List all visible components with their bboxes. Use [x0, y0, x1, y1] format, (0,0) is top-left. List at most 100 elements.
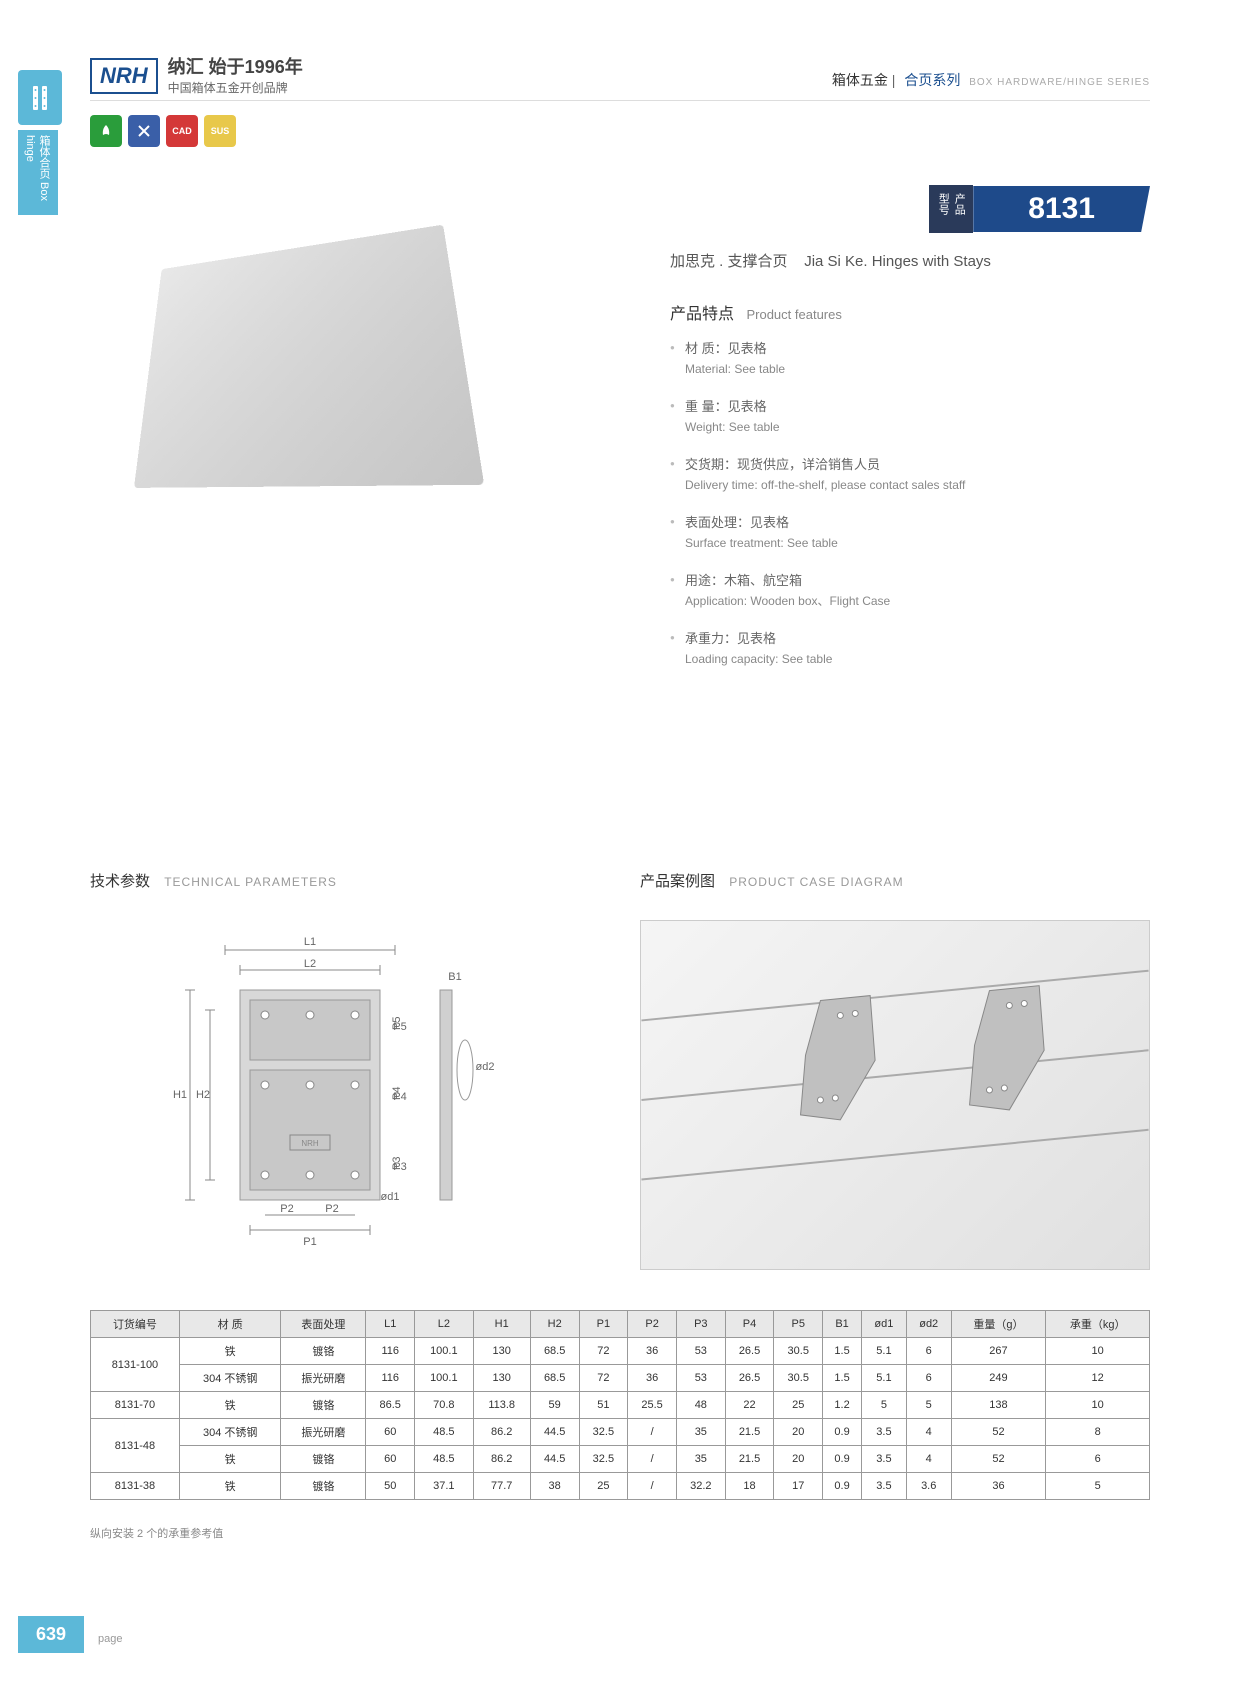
svg-text:NRH: NRH — [301, 1139, 319, 1148]
svg-text:P5: P5 — [391, 1017, 403, 1030]
table-cell: 138 — [951, 1392, 1046, 1419]
table-cell: 4 — [906, 1446, 951, 1473]
table-header: P1 — [579, 1311, 628, 1338]
table-cell: 1.5 — [823, 1338, 862, 1365]
table-cell: 20 — [774, 1419, 823, 1446]
divider — [90, 100, 1150, 101]
table-cell: 130 — [473, 1365, 530, 1392]
table-cell: 249 — [951, 1365, 1046, 1392]
table-cell: 26.5 — [725, 1365, 774, 1392]
table-cell: 0.9 — [823, 1446, 862, 1473]
table-cell: 振光研磨 — [281, 1365, 366, 1392]
subtitle-cn: 加思克 . 支撑合页 — [670, 253, 788, 270]
table-cell: 77.7 — [473, 1473, 530, 1500]
table-header: L2 — [415, 1311, 474, 1338]
svg-text:P4: P4 — [391, 1087, 403, 1100]
feature-icons: CAD SUS — [90, 115, 236, 147]
table-cell: 5 — [862, 1392, 907, 1419]
table-cell: 53 — [676, 1338, 725, 1365]
table-cell: 8 — [1046, 1419, 1150, 1446]
table-cell: 44.5 — [530, 1419, 579, 1446]
svg-text:P2: P2 — [325, 1203, 338, 1215]
table-cell: 铁 — [179, 1392, 281, 1419]
tech-params-title: 技术参数 TECHNICAL PARAMETERS — [90, 870, 337, 891]
table-cell: 70.8 — [415, 1392, 474, 1419]
svg-text:L1: L1 — [304, 936, 316, 948]
table-cell: 52 — [951, 1419, 1046, 1446]
table-cell: 304 不锈钢 — [179, 1419, 281, 1446]
table-cell: 48.5 — [415, 1446, 474, 1473]
svg-text:P1: P1 — [303, 1236, 316, 1248]
table-cell: 5.1 — [862, 1365, 907, 1392]
side-tab-icon — [18, 70, 62, 125]
header: NRH 纳汇 始于1996年 中国箱体五金开创品牌 — [90, 55, 303, 97]
table-cell: 86.2 — [473, 1419, 530, 1446]
table-cell: 38 — [530, 1473, 579, 1500]
svg-text:P3: P3 — [391, 1157, 403, 1170]
brand-text: 纳汇 始于1996年 中国箱体五金开创品牌 — [168, 55, 303, 97]
table-cell: 10 — [1046, 1338, 1150, 1365]
table-cell: 镀铬 — [281, 1473, 366, 1500]
table-note: 纵向安装 2 个的承重参考值 — [90, 1525, 223, 1541]
icon-tool — [128, 115, 160, 147]
table-row: 304 不锈钢振光研磨116100.113068.572365326.530.5… — [91, 1365, 1150, 1392]
table-cell: 51 — [579, 1392, 628, 1419]
case-diagram-title: 产品案例图 PRODUCT CASE DIAGRAM — [640, 870, 904, 891]
table-cell: 1.5 — [823, 1365, 862, 1392]
table-cell: 5 — [906, 1392, 951, 1419]
table-cell: 20 — [774, 1446, 823, 1473]
brand-line2: 中国箱体五金开创品牌 — [168, 80, 303, 97]
table-cell: 25.5 — [628, 1392, 677, 1419]
table-header: ød1 — [862, 1311, 907, 1338]
table-cell: 5 — [1046, 1473, 1150, 1500]
feature-item: 表面处理：见表格Surface treatment: See table — [670, 513, 1150, 553]
table-cell: 5.1 — [862, 1338, 907, 1365]
logo: NRH — [90, 58, 158, 94]
table-cell: 116 — [366, 1338, 415, 1365]
table-cell: 36 — [628, 1365, 677, 1392]
table-cell: 100.1 — [415, 1365, 474, 1392]
table-cell: 36 — [628, 1338, 677, 1365]
table-cell: 25 — [774, 1392, 823, 1419]
side-tab-label: 箱体合页 Box hinge — [18, 130, 58, 215]
model-label: 产品型号 — [929, 185, 973, 233]
table-cell: 3.6 — [906, 1473, 951, 1500]
table-cell: / — [628, 1473, 677, 1500]
table-row: 8131-38铁镀铬5037.177.73825/32.218170.93.53… — [91, 1473, 1150, 1500]
case-diagram — [640, 920, 1150, 1270]
table-cell: 68.5 — [530, 1338, 579, 1365]
table-cell: / — [628, 1446, 677, 1473]
subtitle-en: Jia Si Ke. Hinges with Stays — [804, 253, 991, 270]
table-cell: 镀铬 — [281, 1338, 366, 1365]
table-cell: 32.5 — [579, 1446, 628, 1473]
table-cell: 60 — [366, 1419, 415, 1446]
table-cell: 100.1 — [415, 1338, 474, 1365]
table-cell: 53 — [676, 1365, 725, 1392]
feature-item: 承重力：见表格Loading capacity: See table — [670, 629, 1150, 669]
cat-2: 合页系列 — [904, 72, 960, 88]
table-row: 8131-100铁镀铬116100.113068.572365326.530.5… — [91, 1338, 1150, 1365]
feature-item: 重 量：见表格Weight: See table — [670, 397, 1150, 437]
table-cell: 8131-38 — [91, 1473, 180, 1500]
features-title-en: Product features — [746, 307, 841, 322]
table-cell: 8131-48 — [91, 1419, 180, 1473]
table-cell: 44.5 — [530, 1446, 579, 1473]
tech-title-cn: 技术参数 — [90, 873, 150, 890]
table-cell: 48.5 — [415, 1419, 474, 1446]
brand-line1: 纳汇 始于1996年 — [168, 55, 303, 80]
case-title-cn: 产品案例图 — [640, 873, 715, 890]
table-cell: 8131-100 — [91, 1338, 180, 1392]
table-cell: 52 — [951, 1446, 1046, 1473]
table-cell: 铁 — [179, 1473, 281, 1500]
table-cell: 21.5 — [725, 1419, 774, 1446]
table-cell: / — [628, 1419, 677, 1446]
table-cell: 3.5 — [862, 1446, 907, 1473]
case-title-en: PRODUCT CASE DIAGRAM — [729, 875, 903, 889]
table-row: 8131-48304 不锈钢振光研磨6048.586.244.532.5/352… — [91, 1419, 1150, 1446]
table-cell: 3.5 — [862, 1473, 907, 1500]
page-number: 639 — [18, 1616, 84, 1653]
table-cell: 17 — [774, 1473, 823, 1500]
table-cell: 130 — [473, 1338, 530, 1365]
table-cell: 0.9 — [823, 1473, 862, 1500]
table-cell: 60 — [366, 1446, 415, 1473]
